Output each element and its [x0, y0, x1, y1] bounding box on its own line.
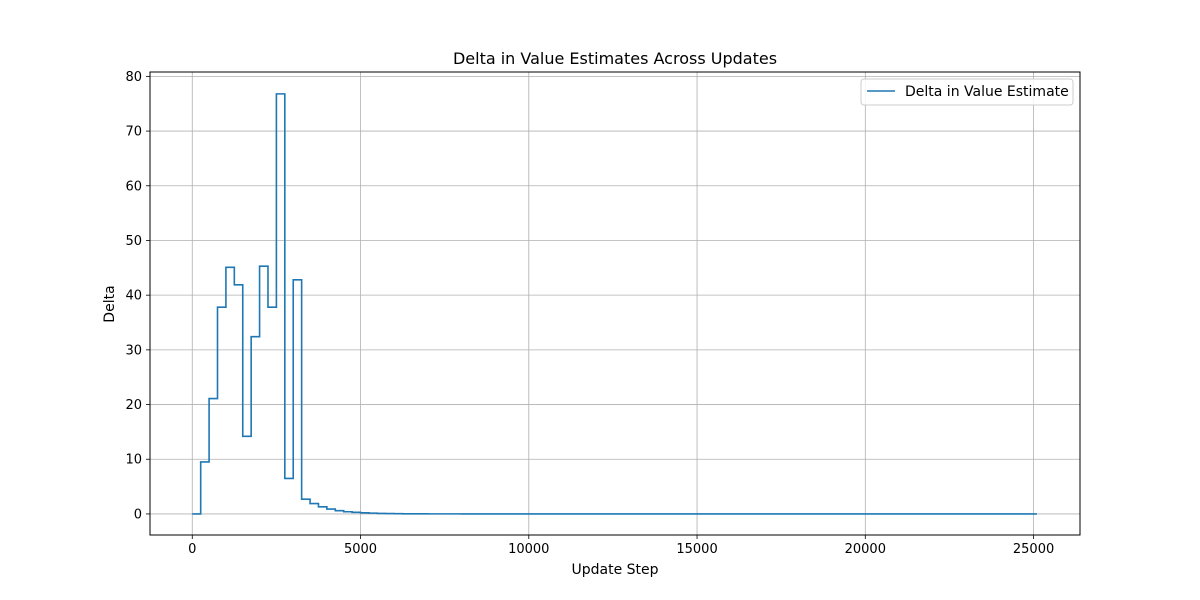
y-axis-ticks: 0 10 20 30 40 50 60 70 80	[125, 70, 150, 522]
x-axis-title: Update Step	[571, 562, 658, 578]
x-tick-label: 25000	[1013, 542, 1054, 557]
y-tick-label: 60	[125, 179, 142, 194]
grid-lines	[150, 72, 1080, 535]
y-axis-title: Delta	[102, 285, 118, 322]
x-tick-label: 15000	[676, 542, 717, 557]
plot-frame	[149, 71, 1081, 536]
legend: Delta in Value Estimate	[860, 78, 1074, 106]
chart-title: Delta in Value Estimates Across Updates	[453, 49, 777, 68]
y-tick-label: 70	[125, 125, 142, 140]
legend-label: Delta in Value Estimate	[905, 84, 1069, 100]
x-axis-ticks: 0 5000 10000 15000 20000 25000	[188, 535, 1054, 557]
x-tick-label: 10000	[508, 542, 549, 557]
y-tick-label: 30	[125, 343, 142, 358]
legend-box	[860, 78, 1074, 106]
series-line-delta	[192, 93, 1037, 515]
y-tick-label: 0	[134, 507, 142, 522]
x-tick-label: 20000	[845, 542, 886, 557]
x-tick-label: 5000	[344, 542, 377, 557]
y-tick-label: 10	[125, 453, 142, 468]
y-tick-label: 50	[125, 234, 142, 249]
y-tick-label: 40	[125, 289, 142, 304]
y-tick-label: 20	[125, 398, 142, 413]
y-tick-label: 80	[125, 70, 142, 85]
x-tick-label: 0	[188, 542, 196, 557]
